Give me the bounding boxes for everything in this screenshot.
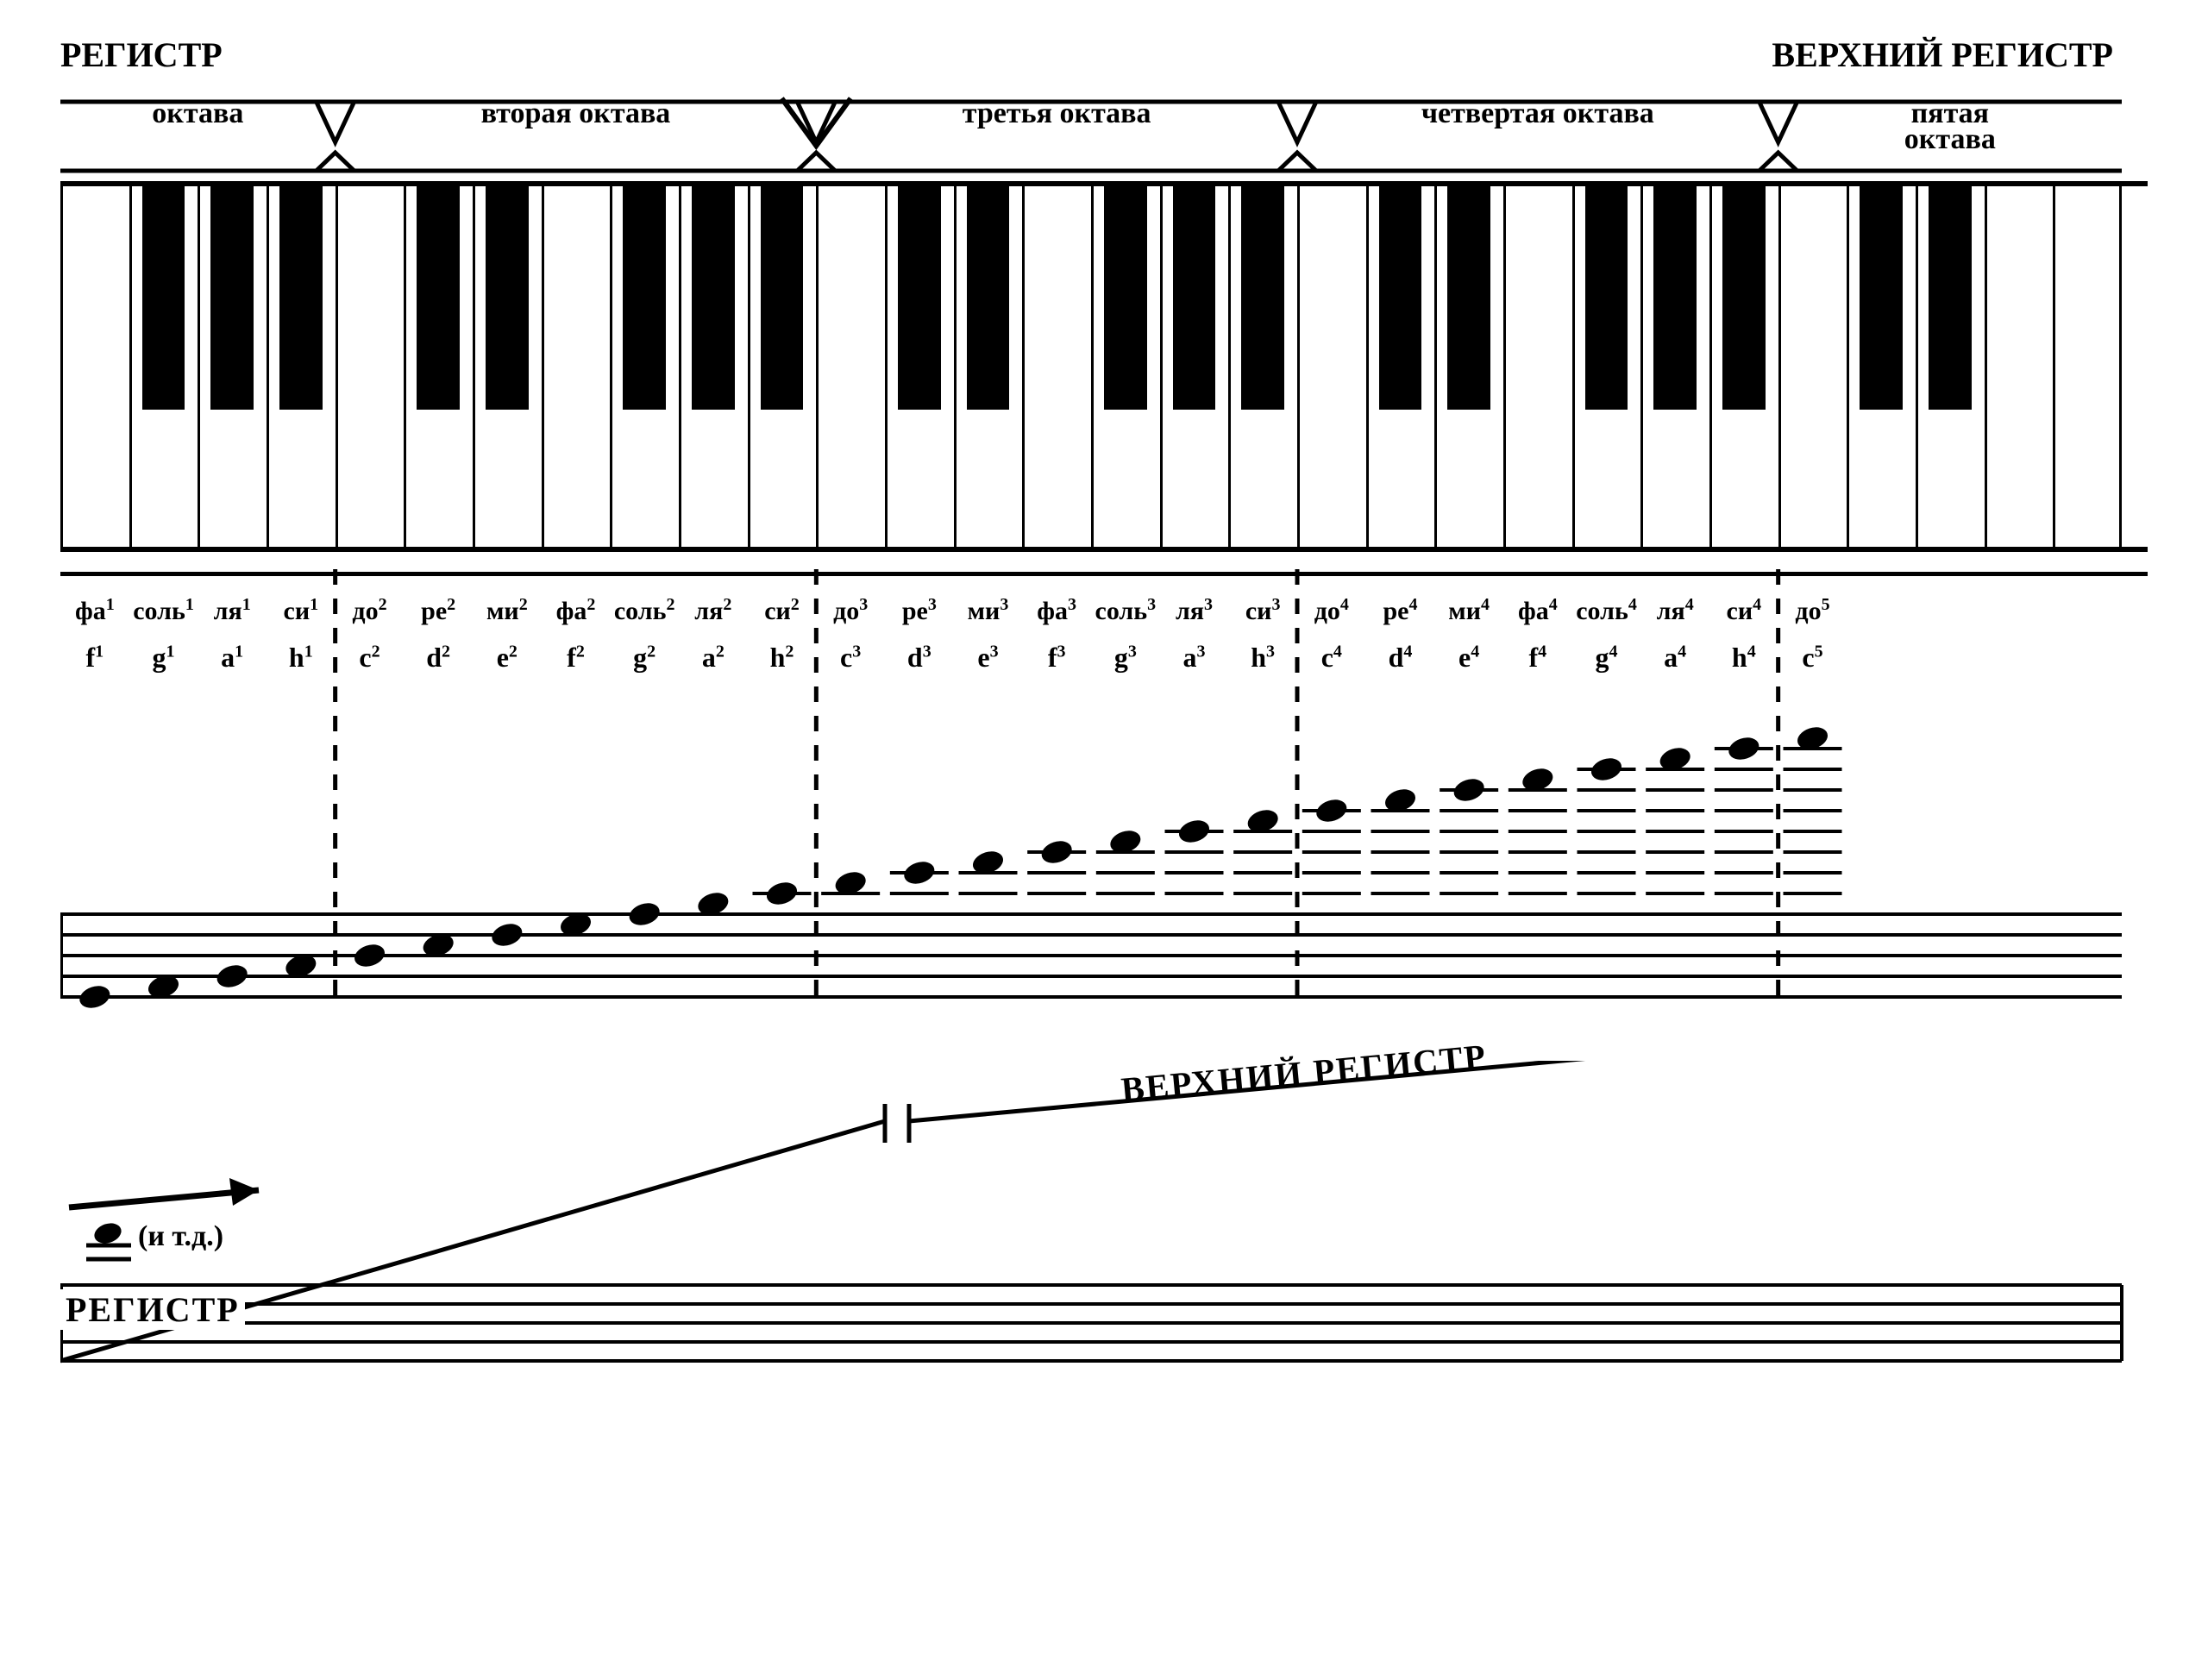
black-key [1722,186,1765,410]
svg-text:октава: октава [1904,123,1996,155]
register-titles: РЕГИСТР ВЕРХНИЙ РЕГИСТР [60,34,2148,86]
svg-text:третья октава: третья октава [963,97,1151,129]
black-key [1241,186,1283,410]
svg-text:четвертая октава: четвертая октава [1421,97,1654,129]
black-key [1104,186,1146,410]
black-key [417,186,459,410]
register-title-right: ВЕРХНИЙ РЕГИСТР [1772,34,2113,75]
diagram-root: РЕГИСТР ВЕРХНИЙ РЕГИСТР октава вторая окт… [60,34,2148,1423]
white-key [1503,186,1572,547]
black-key [1585,186,1628,410]
black-key [898,186,940,410]
white-key [1778,186,1847,547]
black-key [1447,186,1490,410]
white-key [2053,186,2122,547]
black-key [142,186,185,410]
black-key [623,186,665,410]
octave-brackets: октава вторая октава третья октава четверта… [60,95,2148,172]
black-key [1860,186,1902,410]
upper-staff [60,716,2148,1044]
black-key [1173,186,1215,410]
white-key [816,186,885,547]
black-key [279,186,322,410]
piano-keyboard [60,181,2148,552]
black-key [1929,186,1971,410]
black-key [210,186,253,410]
black-key [761,186,803,410]
white-key [336,186,405,547]
register-label-bottom: РЕГИСТР [60,1289,245,1330]
black-key [1379,186,1421,410]
black-key [967,186,1009,410]
svg-text:октава: октава [152,97,243,129]
white-key [542,186,611,547]
lower-section-svg [60,1061,2148,1423]
white-key [1297,186,1366,547]
lower-section: (и т.д.) РЕГИСТР ВЕРХНИЙ РЕГИСТР [60,1061,2148,1423]
white-key [1985,186,2054,547]
register-title-left: РЕГИСТР [60,34,223,75]
black-key [1653,186,1696,410]
black-key [486,186,528,410]
black-key [692,186,734,410]
upper-staff-svg [60,569,2148,1018]
white-key [1022,186,1091,547]
etc-label: (и т.д.) [138,1220,223,1253]
svg-text:вторая октава: вторая октава [481,97,671,129]
white-key [60,186,129,547]
